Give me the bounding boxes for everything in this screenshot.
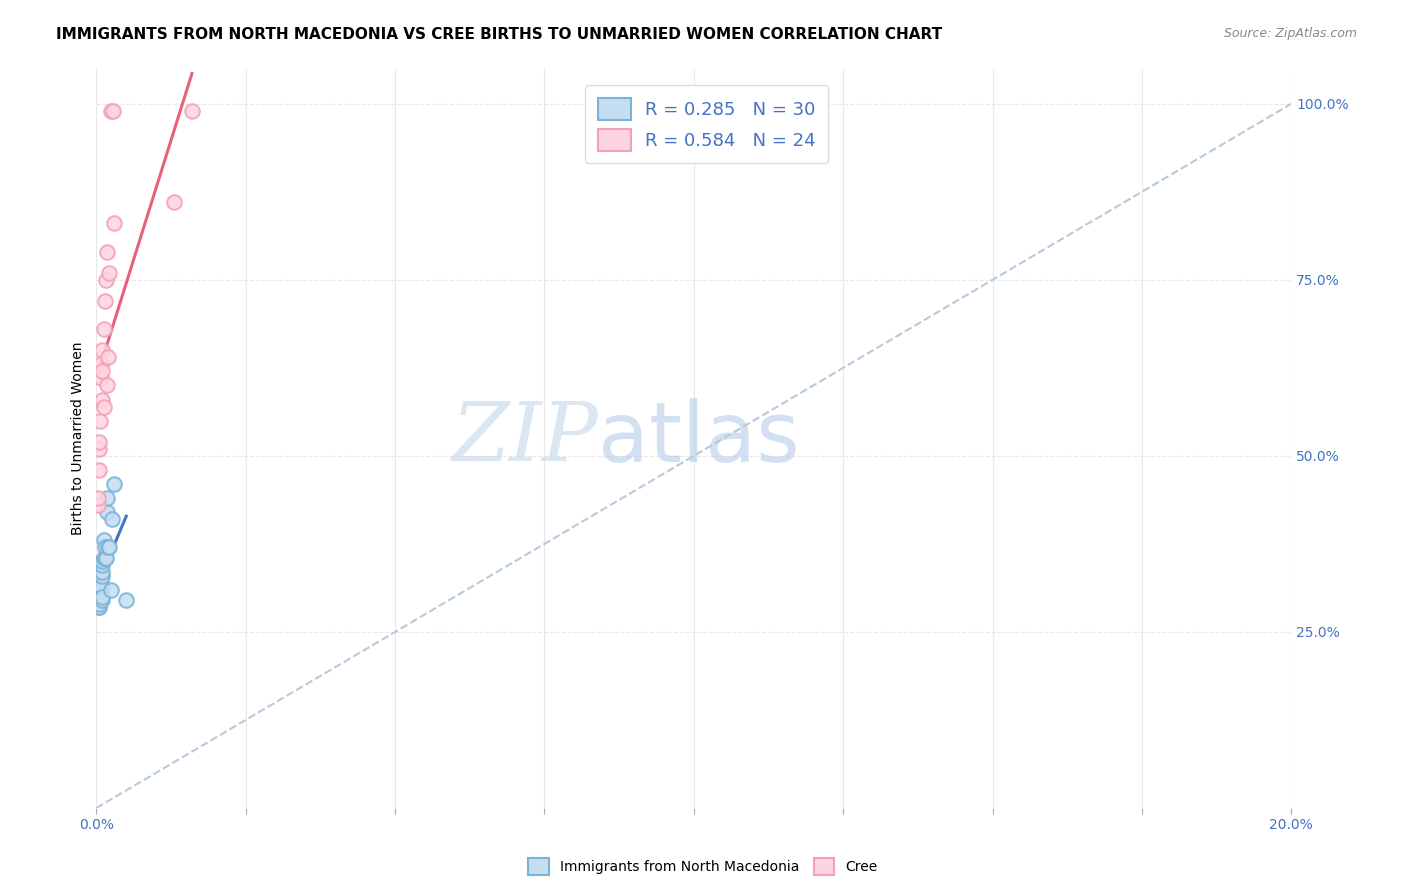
Point xyxy=(91,364,114,378)
Point xyxy=(89,582,111,597)
Text: atlas: atlas xyxy=(598,398,800,479)
Point xyxy=(90,582,112,597)
Legend: Immigrants from North Macedonia, Cree: Immigrants from North Macedonia, Cree xyxy=(523,853,883,880)
Point xyxy=(96,244,118,259)
Point xyxy=(91,392,114,407)
Point xyxy=(101,512,124,526)
Point xyxy=(93,400,115,414)
Point xyxy=(90,343,112,358)
Point xyxy=(93,322,115,336)
Point xyxy=(90,572,112,586)
Point xyxy=(89,434,111,449)
Point xyxy=(97,541,120,555)
Legend: R = 0.285   N = 30, R = 0.584   N = 24: R = 0.285 N = 30, R = 0.584 N = 24 xyxy=(585,85,828,163)
Point xyxy=(89,597,111,611)
Point xyxy=(103,217,125,231)
Point xyxy=(93,533,115,548)
Point xyxy=(91,590,114,604)
Point xyxy=(90,568,112,582)
Point xyxy=(181,103,204,118)
Point xyxy=(96,378,118,392)
Point xyxy=(90,357,112,371)
Point xyxy=(115,593,138,607)
Point xyxy=(86,593,108,607)
Point xyxy=(87,491,110,505)
Point xyxy=(87,590,110,604)
Y-axis label: Births to Unmarried Women: Births to Unmarried Women xyxy=(72,342,86,535)
Point xyxy=(94,293,117,308)
Point xyxy=(97,351,120,365)
Text: IMMIGRANTS FROM NORTH MACEDONIA VS CREE BIRTHS TO UNMARRIED WOMEN CORRELATION CH: IMMIGRANTS FROM NORTH MACEDONIA VS CREE … xyxy=(56,27,942,42)
Point xyxy=(94,273,117,287)
Point xyxy=(89,414,111,428)
Point xyxy=(94,551,117,566)
Point xyxy=(89,600,111,615)
Point xyxy=(90,575,112,590)
Point xyxy=(89,579,111,593)
Point xyxy=(90,565,112,579)
Point xyxy=(163,195,186,210)
Point xyxy=(94,541,117,555)
Point xyxy=(90,371,112,385)
Text: ZIP: ZIP xyxy=(451,398,598,478)
Point xyxy=(91,554,114,568)
Point xyxy=(98,266,121,280)
Point xyxy=(89,463,111,477)
Point xyxy=(87,442,110,456)
Point xyxy=(98,541,121,555)
Point xyxy=(91,558,114,572)
Point xyxy=(90,579,112,593)
Point xyxy=(96,491,118,505)
Text: Source: ZipAtlas.com: Source: ZipAtlas.com xyxy=(1223,27,1357,40)
Point xyxy=(100,103,122,118)
Point xyxy=(93,551,115,566)
Point xyxy=(86,498,108,512)
Point xyxy=(87,600,110,615)
Point xyxy=(101,103,124,118)
Point xyxy=(93,551,115,566)
Point xyxy=(90,593,112,607)
Point xyxy=(96,505,118,519)
Point xyxy=(100,582,122,597)
Point xyxy=(103,477,125,491)
